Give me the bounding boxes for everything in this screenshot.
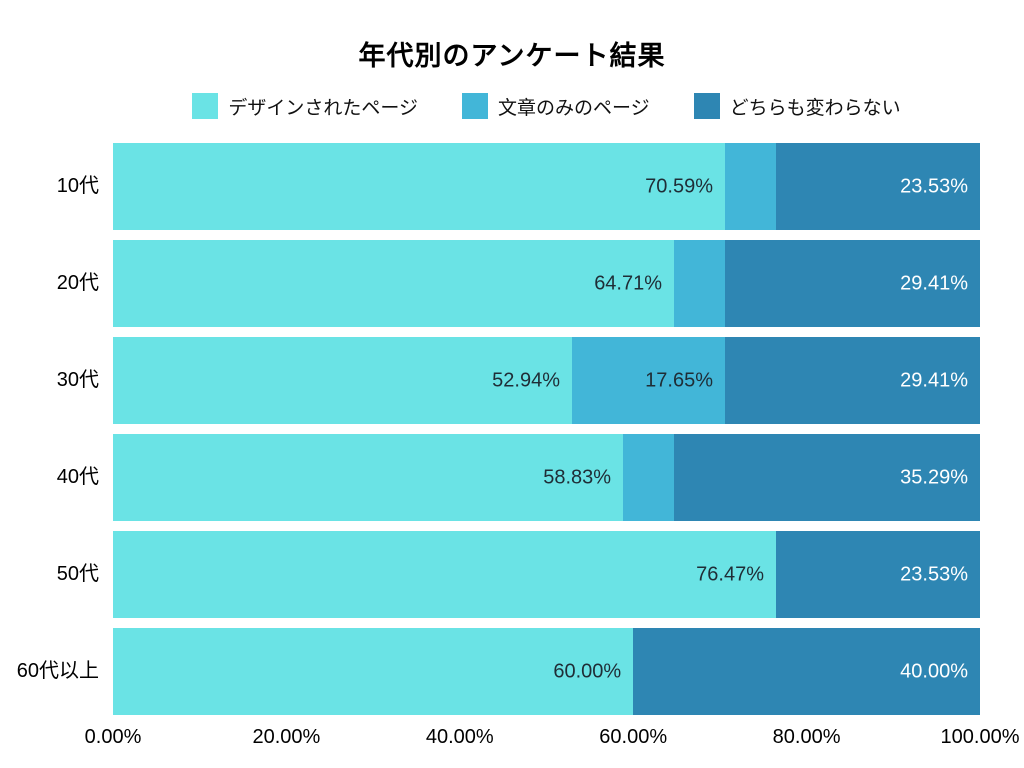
value-label: 60.00% <box>553 660 622 682</box>
legend-item: どちらも変わらない <box>693 93 901 120</box>
legend-swatch-icon <box>693 93 720 119</box>
x-tick-label: 60.00% <box>599 726 668 748</box>
bar-segment: 52.94% <box>113 337 572 424</box>
category-label: 10代 <box>56 175 99 197</box>
value-label: 70.59% <box>645 175 713 197</box>
bar-row: 58.83% 35.29% <box>113 434 980 521</box>
legend-swatch-icon <box>192 93 219 119</box>
value-label: 40.00% <box>900 660 968 682</box>
value-label: 23.53% <box>900 175 968 197</box>
category-label: 20代 <box>56 272 99 294</box>
category-label: 40代 <box>56 466 99 488</box>
category-label: 50代 <box>56 563 99 585</box>
bar-segment: 70.59% <box>113 143 725 230</box>
category-labels: 10代 20代 30代 40代 50代 60代以上 <box>0 143 99 715</box>
legend-label: デザインされたページ <box>228 97 418 119</box>
bar-segment: 17.65% <box>571 337 725 424</box>
bar-segment: 23.53% <box>775 531 980 618</box>
bar-segment <box>674 240 725 327</box>
category-label: 30代 <box>56 369 99 391</box>
bar-segment: 29.41% <box>725 240 980 327</box>
value-label: 29.41% <box>900 272 968 294</box>
bar-segment: 76.47% <box>113 531 776 618</box>
value-label: 35.29% <box>900 466 968 488</box>
bar-segment: 58.83% <box>113 434 624 521</box>
legend-item: 文章のみのページ <box>461 93 650 120</box>
value-label: 76.47% <box>696 563 764 585</box>
bar-row: 64.71% 29.41% <box>113 240 980 327</box>
x-tick-label: 100.00% <box>940 726 1020 748</box>
value-label: 52.94% <box>492 369 560 391</box>
value-label: 58.83% <box>543 466 612 488</box>
bar-segment: 60.00% <box>113 628 634 715</box>
value-label: 29.41% <box>900 369 968 391</box>
page-title: 年代別のアンケート結果 <box>358 41 666 71</box>
value-label: 17.65% <box>645 369 713 391</box>
plot-area: 70.59% 23.53% 64.71% 29.41% 52.94% 17.65% 29.4… <box>113 143 980 715</box>
bar-segment <box>623 434 675 521</box>
legend-label: 文章のみのページ <box>497 97 650 119</box>
bar-segment: 23.53% <box>775 143 980 230</box>
bar-row: 76.47% 23.53% <box>113 531 980 618</box>
x-axis: 0.00% 20.00% 40.00% 60.00% 80.00% 100.00% <box>85 726 1020 754</box>
bar-row: 52.94% 17.65% 29.41% <box>113 337 980 424</box>
bar-row: 70.59% 23.53% <box>113 143 980 230</box>
bar-segment <box>725 143 776 230</box>
legend-label: どちらも変わらない <box>729 97 901 119</box>
x-tick-label: 80.00% <box>772 726 841 748</box>
bar-segment: 35.29% <box>674 434 980 521</box>
x-tick-label: 20.00% <box>252 726 321 748</box>
bar-segment: 29.41% <box>725 337 980 424</box>
bar-segment: 40.00% <box>633 628 980 715</box>
legend-item: デザインされたページ <box>192 93 418 120</box>
value-label: 64.71% <box>594 272 663 294</box>
legend-swatch-icon <box>461 93 488 119</box>
x-tick-label: 0.00% <box>84 726 142 748</box>
x-tick-label: 40.00% <box>425 726 494 748</box>
legend: デザインされたページ 文章のみのページ どちらも変わらない <box>113 92 980 120</box>
bar-segment: 64.71% <box>113 240 675 327</box>
category-label: 60代以上 <box>16 660 99 682</box>
bar-row: 60.00% 40.00% <box>113 628 980 715</box>
value-label: 23.53% <box>900 563 968 585</box>
